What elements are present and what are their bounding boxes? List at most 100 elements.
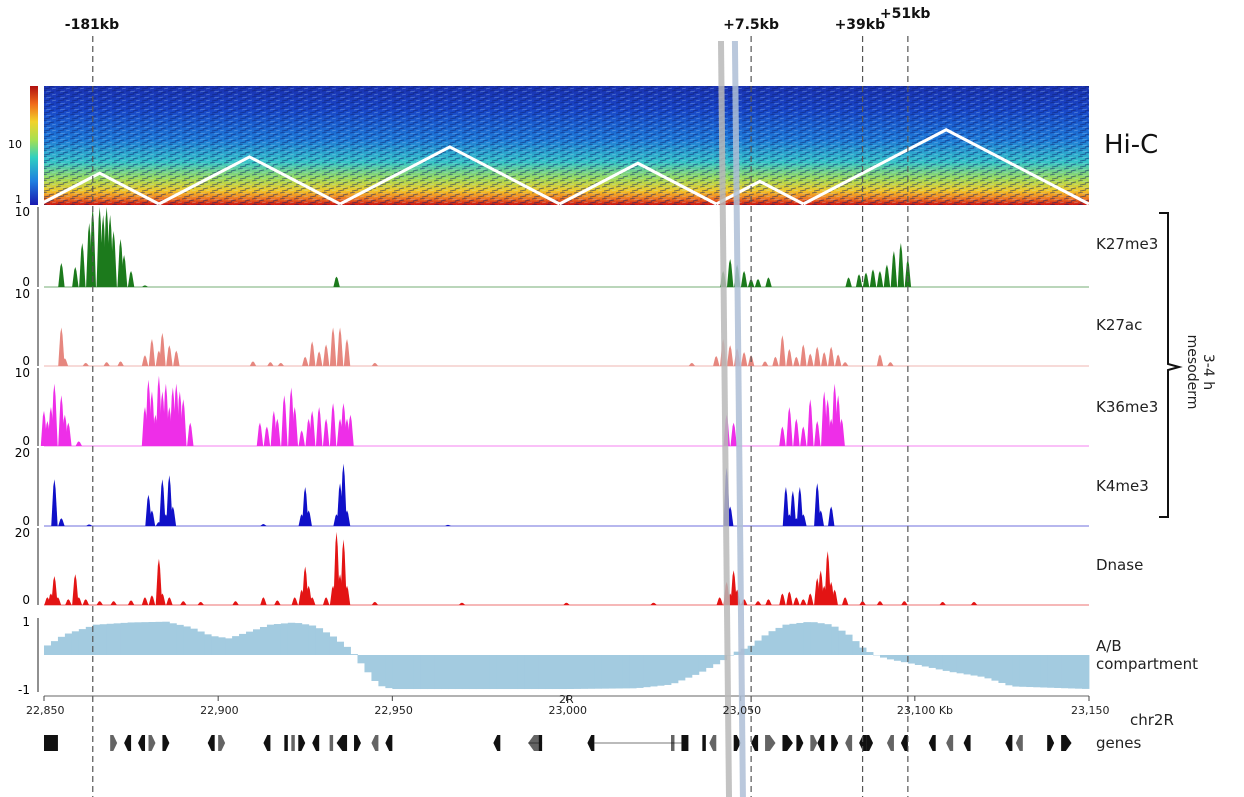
dnase-peak-43 bbox=[754, 601, 762, 605]
k27ac-peak-30 bbox=[761, 361, 769, 366]
dnase-peak-11 bbox=[127, 600, 135, 605]
k36me3-peak-38 bbox=[347, 414, 354, 446]
dnase-peak-3 bbox=[51, 576, 58, 605]
dnase-peak-12 bbox=[141, 597, 149, 605]
chrom-label: chr2R bbox=[1130, 711, 1174, 729]
k27me3-peak-22 bbox=[765, 277, 772, 287]
ab-bin-130 bbox=[942, 655, 951, 671]
gene-5 bbox=[148, 735, 156, 751]
ab-bin-42 bbox=[329, 636, 337, 655]
x-tick-label-7: 23,150 bbox=[1071, 704, 1110, 717]
ab-bin-84 bbox=[622, 655, 630, 689]
ab-bin-87 bbox=[643, 655, 651, 688]
k27ac-peak-21 bbox=[343, 339, 351, 366]
ab-bin-12 bbox=[120, 622, 128, 655]
k27me3-peak-3 bbox=[79, 243, 86, 287]
ab-bin-57 bbox=[434, 655, 442, 690]
k36me3-peak-45 bbox=[807, 399, 814, 446]
ab-bin-122 bbox=[886, 655, 895, 660]
x-tick-label-5: 23,050 bbox=[722, 704, 762, 717]
gene-18 bbox=[385, 735, 393, 751]
ab-bin-41 bbox=[322, 632, 331, 655]
ab-compartment-track: 1 -1 bbox=[18, 615, 1090, 697]
ab-bin-149 bbox=[1075, 655, 1083, 689]
k27ac-peak-5 bbox=[117, 361, 124, 366]
ab-bin-38 bbox=[301, 624, 310, 655]
ab-bin-56 bbox=[427, 655, 435, 690]
gene-10 bbox=[284, 735, 288, 751]
k27ac-peak-6 bbox=[141, 355, 149, 366]
ab-bin-4 bbox=[64, 633, 73, 655]
k27ac-peak-39 bbox=[828, 346, 835, 366]
k4me3-peak-11 bbox=[260, 524, 267, 526]
k36me3-peak-21 bbox=[187, 422, 194, 446]
ab-bin-104 bbox=[761, 635, 769, 655]
colorbar-tick-10: 10 bbox=[8, 138, 22, 151]
k4me3-peak-1 bbox=[51, 479, 58, 526]
ab-bin-143 bbox=[1033, 655, 1041, 688]
k4me3-peak-28 bbox=[814, 483, 821, 526]
callout-label-1: -181kb bbox=[64, 17, 120, 33]
track-label-k27ac: K27ac bbox=[1096, 316, 1143, 334]
ab-bin-103 bbox=[754, 640, 762, 655]
k27me3-peak-28 bbox=[883, 264, 891, 287]
track-k27ac: 10 0 bbox=[15, 287, 1089, 368]
k27me3-peak-2 bbox=[72, 267, 79, 287]
k27ac-peak-17 bbox=[315, 351, 323, 366]
gene-15 bbox=[336, 735, 348, 751]
dnase-peak-46 bbox=[786, 591, 793, 605]
ab-bin-60 bbox=[455, 655, 463, 690]
dnase-peak-56 bbox=[841, 597, 849, 605]
dnase-peak-32 bbox=[343, 585, 351, 605]
ab-bin-147 bbox=[1061, 655, 1069, 689]
ab-bin-55 bbox=[420, 655, 428, 690]
colorbar-tick-1: 1 bbox=[15, 193, 22, 206]
k36me3-peak-41 bbox=[779, 426, 786, 446]
ab-bin-139 bbox=[1005, 655, 1013, 686]
dnase-peak-31 bbox=[340, 539, 347, 605]
track-k27me3: 10 0 bbox=[15, 205, 1089, 289]
ab-bin-63 bbox=[475, 655, 484, 690]
ab-bin-125 bbox=[907, 655, 916, 664]
k27me3-peak-13 bbox=[127, 271, 135, 287]
ab-bin-47 bbox=[364, 655, 372, 673]
k27me3-peak-15 bbox=[333, 276, 340, 287]
k4me3-peak-5 bbox=[148, 510, 156, 526]
gene-9 bbox=[263, 735, 271, 751]
ab-bin-11 bbox=[113, 623, 122, 655]
k27me3-peak-10 bbox=[110, 231, 117, 287]
ab-bin-69 bbox=[517, 655, 526, 690]
gene-2 bbox=[110, 735, 118, 751]
gene-33 bbox=[817, 735, 825, 751]
dnase-peak-61 bbox=[970, 601, 978, 605]
ab-bin-74 bbox=[552, 655, 560, 690]
ab-bin-93 bbox=[684, 655, 693, 678]
ab-bin-7 bbox=[85, 626, 94, 655]
ab-bin-19 bbox=[169, 623, 177, 655]
ab-bin-8 bbox=[92, 624, 101, 655]
k27ac-peak-40 bbox=[835, 354, 842, 366]
track-label-k4me3: K4me3 bbox=[1096, 477, 1149, 495]
ab-bin-134 bbox=[970, 655, 978, 676]
ab-bin-49 bbox=[378, 655, 386, 687]
k27ac-peak-31 bbox=[772, 356, 779, 366]
ab-bin-113 bbox=[824, 624, 832, 655]
ab-bin-36 bbox=[287, 622, 296, 655]
dnase-peak-36 bbox=[650, 602, 657, 605]
k4me3-peak-10 bbox=[169, 506, 177, 526]
gene-11 bbox=[291, 735, 295, 751]
ab-ytick-max: 1 bbox=[22, 615, 30, 629]
k27me3-peak-17 bbox=[727, 259, 734, 287]
tad-triangle-4 bbox=[558, 161, 717, 206]
k36me3-peak-29 bbox=[298, 430, 305, 446]
ab-bin-25 bbox=[211, 636, 219, 655]
ab-bin-129 bbox=[935, 655, 944, 670]
ab-bin-68 bbox=[510, 655, 519, 690]
dnase-peak-20 bbox=[260, 597, 267, 605]
ab-label-line1: A/B bbox=[1096, 637, 1122, 655]
ab-bin-140 bbox=[1012, 655, 1020, 687]
ab-bin-40 bbox=[315, 628, 324, 655]
k27ac-peak-20 bbox=[336, 327, 344, 366]
ab-bin-67 bbox=[503, 655, 512, 690]
